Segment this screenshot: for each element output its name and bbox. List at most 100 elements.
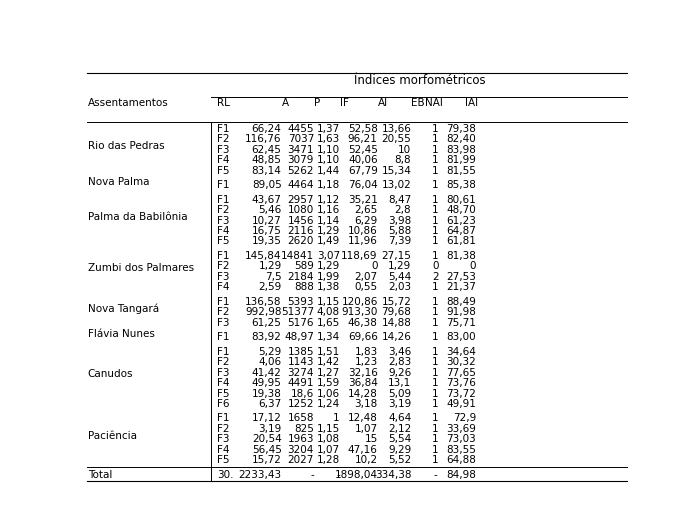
Text: 27,53: 27,53 bbox=[446, 272, 476, 282]
Text: 82,40: 82,40 bbox=[446, 134, 476, 144]
Text: F1: F1 bbox=[217, 332, 229, 342]
Text: 61,23: 61,23 bbox=[446, 216, 476, 226]
Text: 1: 1 bbox=[432, 434, 439, 444]
Text: 116,76: 116,76 bbox=[245, 134, 282, 144]
Text: 1,07: 1,07 bbox=[317, 445, 340, 455]
Text: 1,18: 1,18 bbox=[316, 180, 340, 190]
Text: 3,19: 3,19 bbox=[259, 424, 282, 434]
Text: 1,10: 1,10 bbox=[317, 145, 340, 155]
Text: 1,59: 1,59 bbox=[316, 378, 340, 388]
Text: 1: 1 bbox=[333, 413, 340, 423]
Text: F1: F1 bbox=[217, 195, 229, 205]
Text: F1: F1 bbox=[217, 413, 229, 423]
Text: 43,67: 43,67 bbox=[252, 195, 282, 205]
Text: 0: 0 bbox=[470, 261, 476, 271]
Text: 14,26: 14,26 bbox=[381, 332, 411, 342]
Text: 52,58: 52,58 bbox=[348, 124, 378, 134]
Text: 19,35: 19,35 bbox=[252, 237, 282, 247]
Text: 1,27: 1,27 bbox=[316, 368, 340, 378]
Text: 4491: 4491 bbox=[287, 378, 314, 388]
Text: IF: IF bbox=[340, 98, 348, 108]
Text: 5,44: 5,44 bbox=[388, 272, 411, 282]
Text: 1: 1 bbox=[432, 195, 439, 205]
Text: 1,08: 1,08 bbox=[317, 434, 340, 444]
Text: F5: F5 bbox=[217, 389, 229, 399]
Text: F1: F1 bbox=[217, 251, 229, 261]
Text: RL: RL bbox=[217, 98, 229, 108]
Text: 30.: 30. bbox=[217, 470, 233, 480]
Text: 10: 10 bbox=[398, 145, 411, 155]
Text: 1,12: 1,12 bbox=[316, 195, 340, 205]
Text: 3471: 3471 bbox=[287, 145, 314, 155]
Text: 48,97: 48,97 bbox=[284, 332, 314, 342]
Text: 1: 1 bbox=[432, 357, 439, 367]
Text: 67,79: 67,79 bbox=[348, 166, 378, 176]
Text: 14841: 14841 bbox=[281, 251, 314, 261]
Text: 3204: 3204 bbox=[288, 445, 314, 455]
Text: 1: 1 bbox=[432, 124, 439, 134]
Text: 52,45: 52,45 bbox=[348, 145, 378, 155]
Text: 1,28: 1,28 bbox=[316, 456, 340, 466]
Text: 1658: 1658 bbox=[287, 413, 314, 423]
Text: 992,98: 992,98 bbox=[245, 307, 282, 317]
Text: 14,88: 14,88 bbox=[381, 318, 411, 328]
Text: 40,06: 40,06 bbox=[348, 155, 378, 165]
Text: 888: 888 bbox=[294, 282, 314, 292]
Text: A: A bbox=[282, 98, 289, 108]
Text: 3,19: 3,19 bbox=[388, 399, 411, 409]
Text: F3: F3 bbox=[217, 434, 229, 444]
Text: 7037: 7037 bbox=[288, 134, 314, 144]
Text: 73,03: 73,03 bbox=[446, 434, 476, 444]
Text: 120,86: 120,86 bbox=[342, 297, 378, 307]
Text: IAI: IAI bbox=[466, 98, 478, 108]
Text: Assentamentos: Assentamentos bbox=[88, 98, 169, 108]
Text: Canudos: Canudos bbox=[88, 369, 133, 379]
Text: 62,45: 62,45 bbox=[252, 145, 282, 155]
Text: 8,8: 8,8 bbox=[395, 155, 411, 165]
Text: 118,69: 118,69 bbox=[342, 251, 378, 261]
Text: 1456: 1456 bbox=[287, 216, 314, 226]
Text: 61,25: 61,25 bbox=[252, 318, 282, 328]
Text: Nova Palma: Nova Palma bbox=[88, 177, 149, 187]
Text: 1: 1 bbox=[432, 399, 439, 409]
Text: 4455: 4455 bbox=[287, 124, 314, 134]
Text: 73,72: 73,72 bbox=[446, 389, 476, 399]
Text: 81,99: 81,99 bbox=[446, 155, 476, 165]
Text: 47,16: 47,16 bbox=[348, 445, 378, 455]
Text: F2: F2 bbox=[217, 424, 229, 434]
Text: 16,75: 16,75 bbox=[252, 226, 282, 236]
Text: 1: 1 bbox=[432, 456, 439, 466]
Text: 14,28: 14,28 bbox=[348, 389, 378, 399]
Text: 6,37: 6,37 bbox=[259, 399, 282, 409]
Text: 1: 1 bbox=[432, 307, 439, 317]
Text: 1963: 1963 bbox=[287, 434, 314, 444]
Text: 1143: 1143 bbox=[287, 357, 314, 367]
Text: 4,08: 4,08 bbox=[317, 307, 340, 317]
Text: 5,52: 5,52 bbox=[388, 456, 411, 466]
Text: 10,27: 10,27 bbox=[252, 216, 282, 226]
Text: 145,84: 145,84 bbox=[245, 251, 282, 261]
Text: 80,61: 80,61 bbox=[446, 195, 476, 205]
Text: -: - bbox=[310, 470, 314, 480]
Text: 1: 1 bbox=[432, 216, 439, 226]
Text: 81,55: 81,55 bbox=[446, 166, 476, 176]
Text: 49,95: 49,95 bbox=[252, 378, 282, 388]
Text: 85,38: 85,38 bbox=[446, 180, 476, 190]
Text: 49,91: 49,91 bbox=[446, 399, 476, 409]
Text: F4: F4 bbox=[217, 445, 229, 455]
Text: 13,1: 13,1 bbox=[388, 378, 411, 388]
Text: 589: 589 bbox=[294, 261, 314, 271]
Text: 1: 1 bbox=[432, 347, 439, 357]
Text: 79,38: 79,38 bbox=[446, 124, 476, 134]
Text: F5: F5 bbox=[217, 237, 229, 247]
Text: F5: F5 bbox=[217, 166, 229, 176]
Text: 1,37: 1,37 bbox=[316, 124, 340, 134]
Text: 5176: 5176 bbox=[287, 318, 314, 328]
Text: 79,68: 79,68 bbox=[381, 307, 411, 317]
Text: EB: EB bbox=[411, 98, 425, 108]
Text: 1,07: 1,07 bbox=[355, 424, 378, 434]
Text: 8,47: 8,47 bbox=[388, 195, 411, 205]
Text: 1: 1 bbox=[432, 445, 439, 455]
Text: F3: F3 bbox=[217, 368, 229, 378]
Text: 1,10: 1,10 bbox=[317, 155, 340, 165]
